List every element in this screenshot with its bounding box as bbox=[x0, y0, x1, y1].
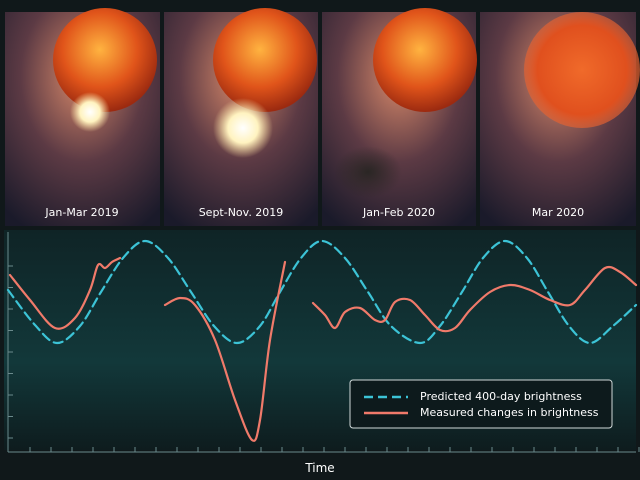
plot bbox=[6, 239, 640, 452]
panel-label: Jan-Mar 2019 bbox=[44, 206, 118, 219]
legend: Predicted 400-day brightness Measured cha… bbox=[349, 379, 613, 429]
panel-label: Sept-Nov. 2019 bbox=[199, 206, 284, 219]
legend-items: Predicted 400-day brightness Measured cha… bbox=[364, 390, 599, 419]
series-line bbox=[6, 239, 638, 345]
panel-label: Jan-Feb 2020 bbox=[362, 206, 435, 219]
panel: Sept-Nov. 2019 bbox=[164, 8, 318, 226]
panel: Jan-Mar 2019 bbox=[5, 8, 160, 226]
legend-label: Measured changes in brightness bbox=[420, 406, 599, 419]
panel: Jan-Feb 2020 bbox=[322, 8, 477, 226]
series-line bbox=[8, 256, 638, 442]
legend-label: Predicted 400-day brightness bbox=[420, 390, 582, 403]
panel-label: Mar 2020 bbox=[532, 206, 584, 219]
panel: Mar 2020 bbox=[480, 12, 640, 226]
x-axis-label: Time bbox=[304, 461, 334, 475]
